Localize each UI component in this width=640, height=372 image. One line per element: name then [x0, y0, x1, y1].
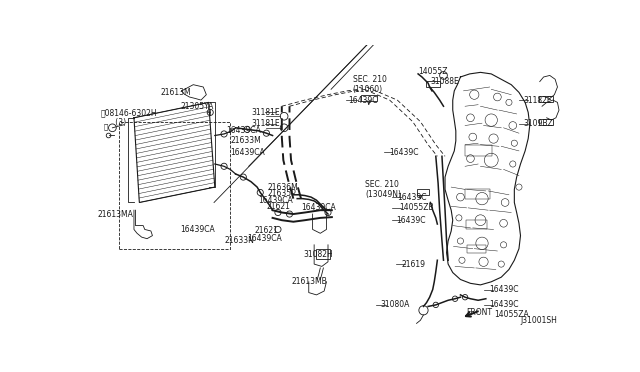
- Text: 21305YA: 21305YA: [180, 102, 214, 111]
- Text: Ⓑ: Ⓑ: [104, 124, 108, 130]
- Text: 16439C: 16439C: [390, 148, 419, 157]
- Text: SEC. 210
(13049N): SEC. 210 (13049N): [365, 180, 401, 199]
- Text: 21619: 21619: [401, 260, 425, 269]
- Text: FRONT: FRONT: [467, 308, 493, 317]
- Text: 31181E: 31181E: [251, 108, 280, 117]
- Text: 21621: 21621: [255, 227, 279, 235]
- Bar: [466, 220, 488, 230]
- Text: 16439C: 16439C: [490, 301, 519, 310]
- Text: 16439C: 16439C: [490, 285, 519, 294]
- Bar: [539, 96, 553, 102]
- Text: 31080A: 31080A: [380, 301, 410, 310]
- Text: 16439CA: 16439CA: [227, 126, 261, 135]
- Bar: [426, 81, 440, 87]
- Text: 21621: 21621: [266, 202, 291, 211]
- Bar: [316, 250, 330, 259]
- Text: 16439CA: 16439CA: [259, 196, 294, 205]
- Bar: [465, 189, 490, 199]
- Text: 16439CA: 16439CA: [301, 203, 336, 212]
- Text: J31001SH: J31001SH: [520, 316, 557, 325]
- Text: 16439C: 16439C: [397, 193, 427, 202]
- Bar: [417, 189, 429, 195]
- Text: 21613MA: 21613MA: [97, 209, 133, 218]
- Text: 21633N: 21633N: [224, 237, 254, 246]
- Text: 3109BZ: 3109BZ: [524, 119, 554, 128]
- Text: 21613M: 21613M: [160, 88, 191, 97]
- Text: Ⓑ08146-6302H
      (3): Ⓑ08146-6302H (3): [101, 108, 157, 128]
- Text: 21635P: 21635P: [268, 189, 297, 198]
- Text: 31182E: 31182E: [524, 96, 552, 105]
- Text: 16439CA: 16439CA: [247, 234, 282, 243]
- Bar: [361, 95, 376, 101]
- Text: 16439CA: 16439CA: [180, 225, 215, 234]
- Text: 31088E: 31088E: [431, 77, 459, 86]
- Text: 31181E: 31181E: [251, 119, 280, 128]
- Text: 14055Z: 14055Z: [418, 67, 447, 76]
- Text: 16439C: 16439C: [396, 216, 425, 225]
- Text: SEC. 210
(11060): SEC. 210 (11060): [353, 75, 387, 94]
- Bar: [465, 145, 492, 156]
- Text: 21613MB: 21613MB: [291, 277, 327, 286]
- Text: 31082H: 31082H: [303, 250, 333, 259]
- Text: 16439CA: 16439CA: [230, 148, 265, 157]
- Text: 21636M: 21636M: [268, 183, 299, 192]
- Text: 14055ZA: 14055ZA: [494, 310, 529, 319]
- Text: 21633M: 21633M: [230, 136, 261, 145]
- Bar: [539, 119, 553, 125]
- Text: 16439C: 16439C: [348, 96, 378, 105]
- Bar: [118, 122, 230, 249]
- Bar: [467, 245, 486, 253]
- Text: 14055ZB: 14055ZB: [399, 203, 433, 212]
